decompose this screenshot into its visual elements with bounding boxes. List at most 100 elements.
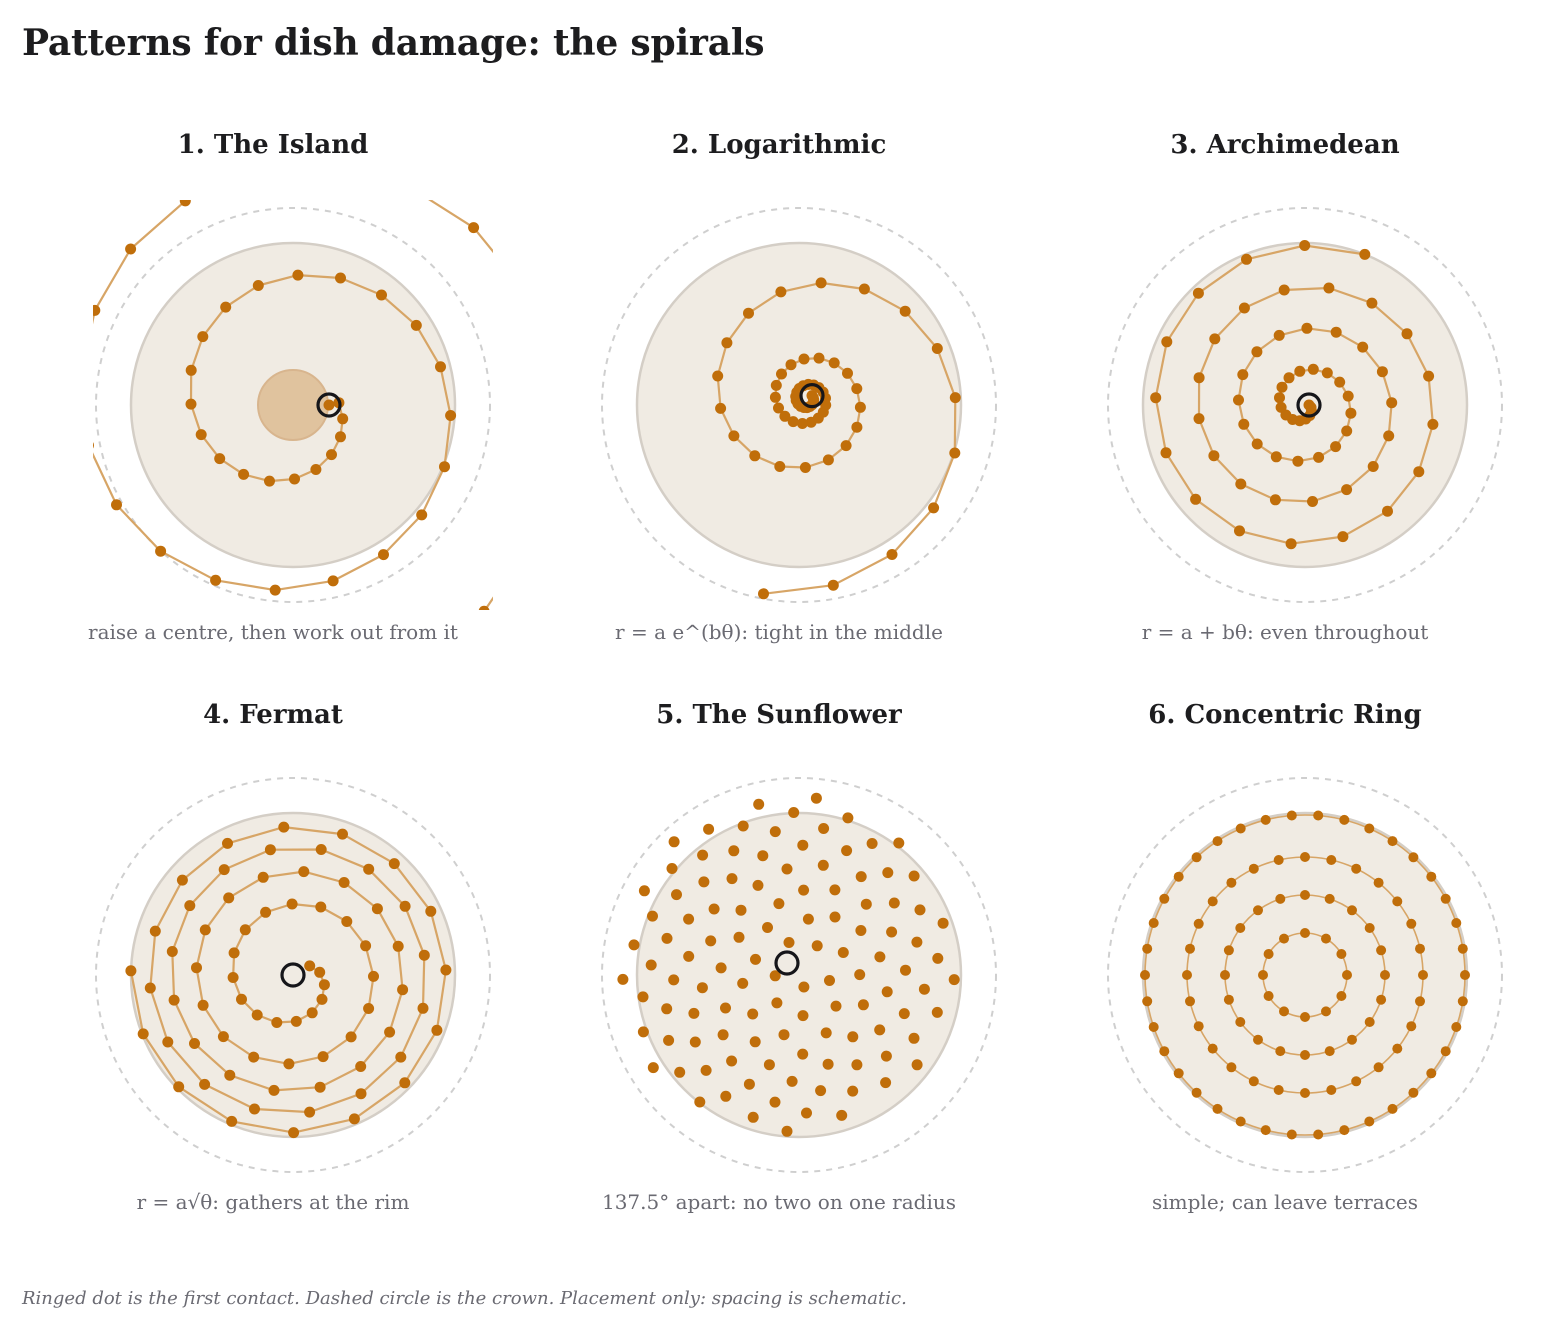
strike-dot xyxy=(1341,484,1353,496)
strike-dot xyxy=(802,913,814,925)
strike-dot xyxy=(257,871,269,883)
strike-dot xyxy=(1299,240,1311,251)
panel-title: 5. The Sunflower xyxy=(656,700,902,730)
strike-dot xyxy=(335,272,346,284)
strike-dot xyxy=(1258,970,1268,980)
strike-dot xyxy=(376,289,387,301)
strike-dot xyxy=(1193,918,1204,929)
strike-dot xyxy=(798,353,810,365)
strike-dot xyxy=(1307,496,1318,507)
strike-dot xyxy=(355,1088,367,1100)
strike-dot xyxy=(1150,392,1162,404)
strike-dot xyxy=(1457,943,1468,954)
strike-dot xyxy=(1142,996,1153,1007)
strike-dot xyxy=(298,866,310,878)
strike-dot xyxy=(726,873,738,885)
strike-dot xyxy=(1260,814,1271,825)
strike-dot xyxy=(874,951,886,963)
strike-dot xyxy=(1376,945,1387,956)
strike-dot xyxy=(1279,933,1289,944)
strike-dot xyxy=(418,949,430,961)
strike-dot xyxy=(1193,372,1205,384)
strike-dot xyxy=(1285,538,1297,550)
strike-dot xyxy=(318,979,330,991)
strike-dot xyxy=(304,1106,316,1118)
strike-dot xyxy=(1321,1006,1331,1017)
strike-dot xyxy=(1392,1043,1403,1054)
strike-dot xyxy=(1273,855,1284,865)
crown-circle xyxy=(95,777,491,1173)
strike-dot xyxy=(264,475,275,487)
strike-dot xyxy=(733,931,745,943)
strike-dot xyxy=(410,319,422,331)
strike-dot xyxy=(1406,918,1417,929)
strike-dot xyxy=(1415,996,1425,1007)
strike-dot xyxy=(785,359,797,371)
strike-dot xyxy=(700,1064,712,1076)
strike-dot xyxy=(220,301,232,313)
strike-dot xyxy=(218,864,230,876)
strike-dot xyxy=(1270,451,1282,463)
strike-dot xyxy=(1251,438,1263,450)
strike-dot xyxy=(392,940,404,952)
strike-dot xyxy=(1207,1043,1218,1054)
strike-dot xyxy=(1208,450,1220,462)
strike-dot xyxy=(269,584,281,596)
strike-dot xyxy=(775,286,787,298)
strike-dot xyxy=(798,884,810,896)
strike-dot xyxy=(224,1069,236,1081)
strike-dot xyxy=(708,903,720,915)
strike-dot xyxy=(384,1026,396,1038)
concentric-diagram xyxy=(1107,777,1503,1173)
strike-dot xyxy=(1300,890,1310,900)
strike-dot xyxy=(822,454,834,466)
strike-dot xyxy=(661,932,673,944)
strike-dot xyxy=(1440,1046,1451,1057)
strike-dot xyxy=(1418,970,1428,980)
strike-dot xyxy=(286,898,298,910)
strike-dot xyxy=(911,936,923,948)
strike-dot xyxy=(468,222,480,234)
crown-circle xyxy=(1107,777,1503,1173)
strike-dot xyxy=(1413,466,1425,478)
strike-dot xyxy=(617,973,629,985)
strike-dot xyxy=(1260,1125,1271,1136)
strike-dot xyxy=(1326,855,1337,865)
strike-dot xyxy=(866,838,878,849)
strike-dot xyxy=(717,1029,729,1041)
strike-dot xyxy=(1140,970,1150,980)
strike-dot xyxy=(314,1081,326,1093)
strike-dot xyxy=(335,431,346,443)
strike-dot xyxy=(1415,943,1425,954)
strike-dot xyxy=(1387,1103,1398,1114)
strike-dot xyxy=(1253,1034,1263,1045)
strike-dot xyxy=(747,1008,759,1020)
strike-dot xyxy=(1324,1046,1335,1057)
strike-dot xyxy=(214,453,226,465)
strike-dot xyxy=(378,549,389,561)
strike-dot xyxy=(666,863,678,874)
strike-dot xyxy=(1366,297,1378,309)
strike-dot xyxy=(1294,365,1306,377)
strike-dot xyxy=(842,812,854,824)
strike-dot xyxy=(260,906,272,918)
strike-dot xyxy=(1359,248,1371,260)
strike-dot xyxy=(217,1031,229,1043)
strike-dot xyxy=(855,925,867,936)
strike-dot xyxy=(1275,1046,1286,1057)
strike-dot xyxy=(796,418,808,429)
strike-dot xyxy=(1292,455,1304,467)
strike-dot xyxy=(817,859,829,871)
strike-dot xyxy=(1427,418,1439,430)
strike-dot xyxy=(93,442,94,449)
strike-dot xyxy=(762,922,773,933)
panel-caption: r = a√θ: gathers at the rim xyxy=(136,1190,410,1214)
strike-dot xyxy=(908,870,920,882)
strike-dot xyxy=(783,937,795,948)
strike-dot xyxy=(769,970,781,982)
strike-dot xyxy=(210,574,222,586)
strike-dot xyxy=(1426,871,1437,882)
strike-dot xyxy=(1238,418,1250,430)
strike-dot xyxy=(1330,441,1342,453)
strike-dot xyxy=(1193,413,1205,425)
